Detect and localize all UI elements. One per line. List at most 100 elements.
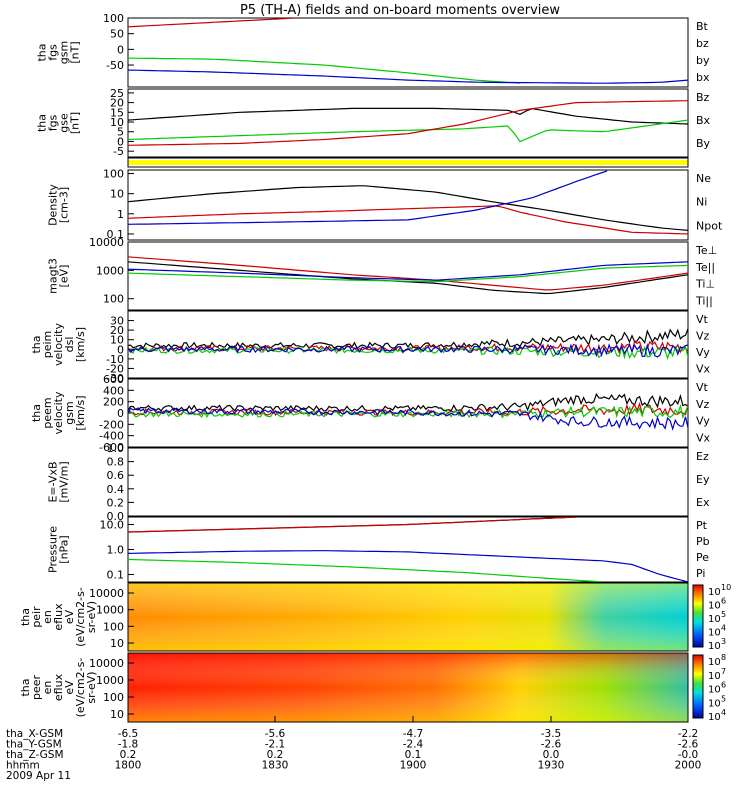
colorbar-tick-exponent: 8 xyxy=(721,653,726,662)
series-line-Te|| xyxy=(128,261,688,295)
legend-entry: Pb xyxy=(696,535,710,548)
legend-entry: Vx xyxy=(696,362,711,375)
ephemeris-value: 2000 xyxy=(675,760,702,772)
series-line-Ti|| xyxy=(128,264,688,283)
ephemeris-row-label: tha_Z-GSM xyxy=(6,749,64,761)
colorbar-tick-base: 10 xyxy=(708,712,721,723)
legend-entry: bz xyxy=(696,37,709,50)
y-axis-label: [km/s] xyxy=(74,327,87,362)
y-tick-label: -50 xyxy=(106,59,124,72)
series-line-Ne xyxy=(128,205,688,235)
y-axis-label: (eV/cm2-s- xyxy=(74,658,87,718)
y-tick-label: 5 xyxy=(117,126,124,139)
panel-8: 10.0 1.0 0.1 Pt Pb Pe Pi Pressure[nPa] xyxy=(47,516,710,583)
y-axis-label: [eV] xyxy=(58,265,71,288)
panel-frame xyxy=(127,169,689,241)
panel-frame xyxy=(127,241,689,311)
ephemeris-value: 0.0 xyxy=(543,749,560,761)
series-line-Vx xyxy=(128,407,688,431)
y-axis-label: peir xyxy=(30,606,43,628)
colorbar-tick-exponent: 6 xyxy=(721,681,726,690)
ephemeris-row-label: tha_X-GSM xyxy=(6,728,63,740)
colorbar-tick-base: 10 xyxy=(708,601,721,612)
y-axis-label: [km/s] xyxy=(74,395,87,430)
legend-entry: Ni xyxy=(696,196,707,209)
y-tick-label: 100 xyxy=(103,12,124,25)
legend-entry: Ne xyxy=(696,172,711,185)
y-tick-label: -200 xyxy=(99,418,124,431)
legend-entry: Vx xyxy=(696,431,711,444)
y-axis-label: eV xyxy=(63,680,76,695)
y-tick-label: 0.1 xyxy=(107,568,125,581)
legend-entry: Pi xyxy=(696,567,705,580)
panel-frame xyxy=(127,516,689,583)
y-tick-label: 10 xyxy=(110,334,124,347)
panel-3: 100 10 1 0.1 Ne Ni Npot Density[cm-3] xyxy=(47,168,723,241)
ephemeris-value: -3.5 xyxy=(541,728,562,740)
ephemeris-value: -2.6 xyxy=(541,739,562,751)
colorbar-tick-exponent: 6 xyxy=(721,597,726,606)
ephemeris-value: 0.1 xyxy=(405,749,422,761)
y-tick-label: 0.0 xyxy=(107,510,125,523)
y-tick-label: 0.8 xyxy=(107,456,125,469)
y-axis-label: [nT] xyxy=(69,41,82,63)
y-axis-label: [mV/m] xyxy=(58,461,71,502)
ephemeris-value: -4.7 xyxy=(403,728,424,740)
ephemeris-value: -1.8 xyxy=(118,739,139,751)
colorbar-tick-base: 10 xyxy=(708,685,721,696)
legend-entry: Npot xyxy=(696,219,723,232)
ephemeris-value: 1800 xyxy=(115,760,142,772)
series-line-Pe xyxy=(128,558,601,582)
legend-entry: Vy xyxy=(696,415,710,428)
y-tick-label: 10 xyxy=(110,637,124,650)
y-axis-label: peer xyxy=(30,675,43,701)
y-tick-label: 15 xyxy=(110,106,124,119)
y-tick-label: 0 xyxy=(117,343,124,356)
y-axis-label: velocity xyxy=(52,323,65,366)
y-tick-label: 0.6 xyxy=(107,469,125,482)
y-tick-label: 100 xyxy=(103,293,124,306)
colorbar-tick-base: 10 xyxy=(708,587,721,598)
y-tick-label: 0 xyxy=(117,135,124,148)
legend-entry: Pe xyxy=(696,551,709,564)
y-tick-label: -30 xyxy=(106,372,124,385)
y-axis-label: tha xyxy=(30,335,43,353)
y-tick-label: 1.0 xyxy=(107,442,125,455)
y-tick-label: 1000 xyxy=(96,264,124,277)
y-tick-label: 1000 xyxy=(96,674,124,687)
series-line-Bx xyxy=(128,107,688,125)
y-axis-label: [nT] xyxy=(69,112,82,134)
y-axis-label: sr-eV) xyxy=(85,671,98,703)
y-axis-label: gsm xyxy=(58,41,71,64)
ephemeris-value: -0.0 xyxy=(678,749,699,761)
y-tick-label: 10000 xyxy=(89,236,124,249)
colorbar-tick-base: 10 xyxy=(708,614,721,625)
colorbar-tick-exponent: 10 xyxy=(721,583,731,592)
y-axis-label: eV xyxy=(63,609,76,624)
legend-entry: By xyxy=(696,137,711,150)
colorbar-tick-exponent: 7 xyxy=(721,667,726,676)
y-tick-label: 25 xyxy=(110,87,124,100)
y-tick-label: 10000 xyxy=(89,657,124,670)
legend-entry: Vt xyxy=(696,381,709,394)
legend-entry: Ez xyxy=(696,450,709,463)
y-axis-label: velocity xyxy=(52,391,65,434)
ephemeris-value: 1830 xyxy=(262,760,289,772)
colorbar xyxy=(692,654,704,719)
ephemeris-value: -2.2 xyxy=(678,728,699,740)
date-label: 2009 Apr 11 xyxy=(6,770,71,782)
series-line-By xyxy=(128,119,688,143)
panel-frame xyxy=(127,157,689,168)
legend-entry: Te⊥ xyxy=(695,244,717,257)
y-tick-label: 100 xyxy=(103,691,124,704)
ephemeris-value: -5.6 xyxy=(265,728,286,740)
colorbar-tick-exponent: 4 xyxy=(721,708,726,717)
series-line-bx xyxy=(128,69,688,84)
y-axis-label: [nPa] xyxy=(58,535,71,563)
colorbar-tick-base: 10 xyxy=(708,628,721,639)
